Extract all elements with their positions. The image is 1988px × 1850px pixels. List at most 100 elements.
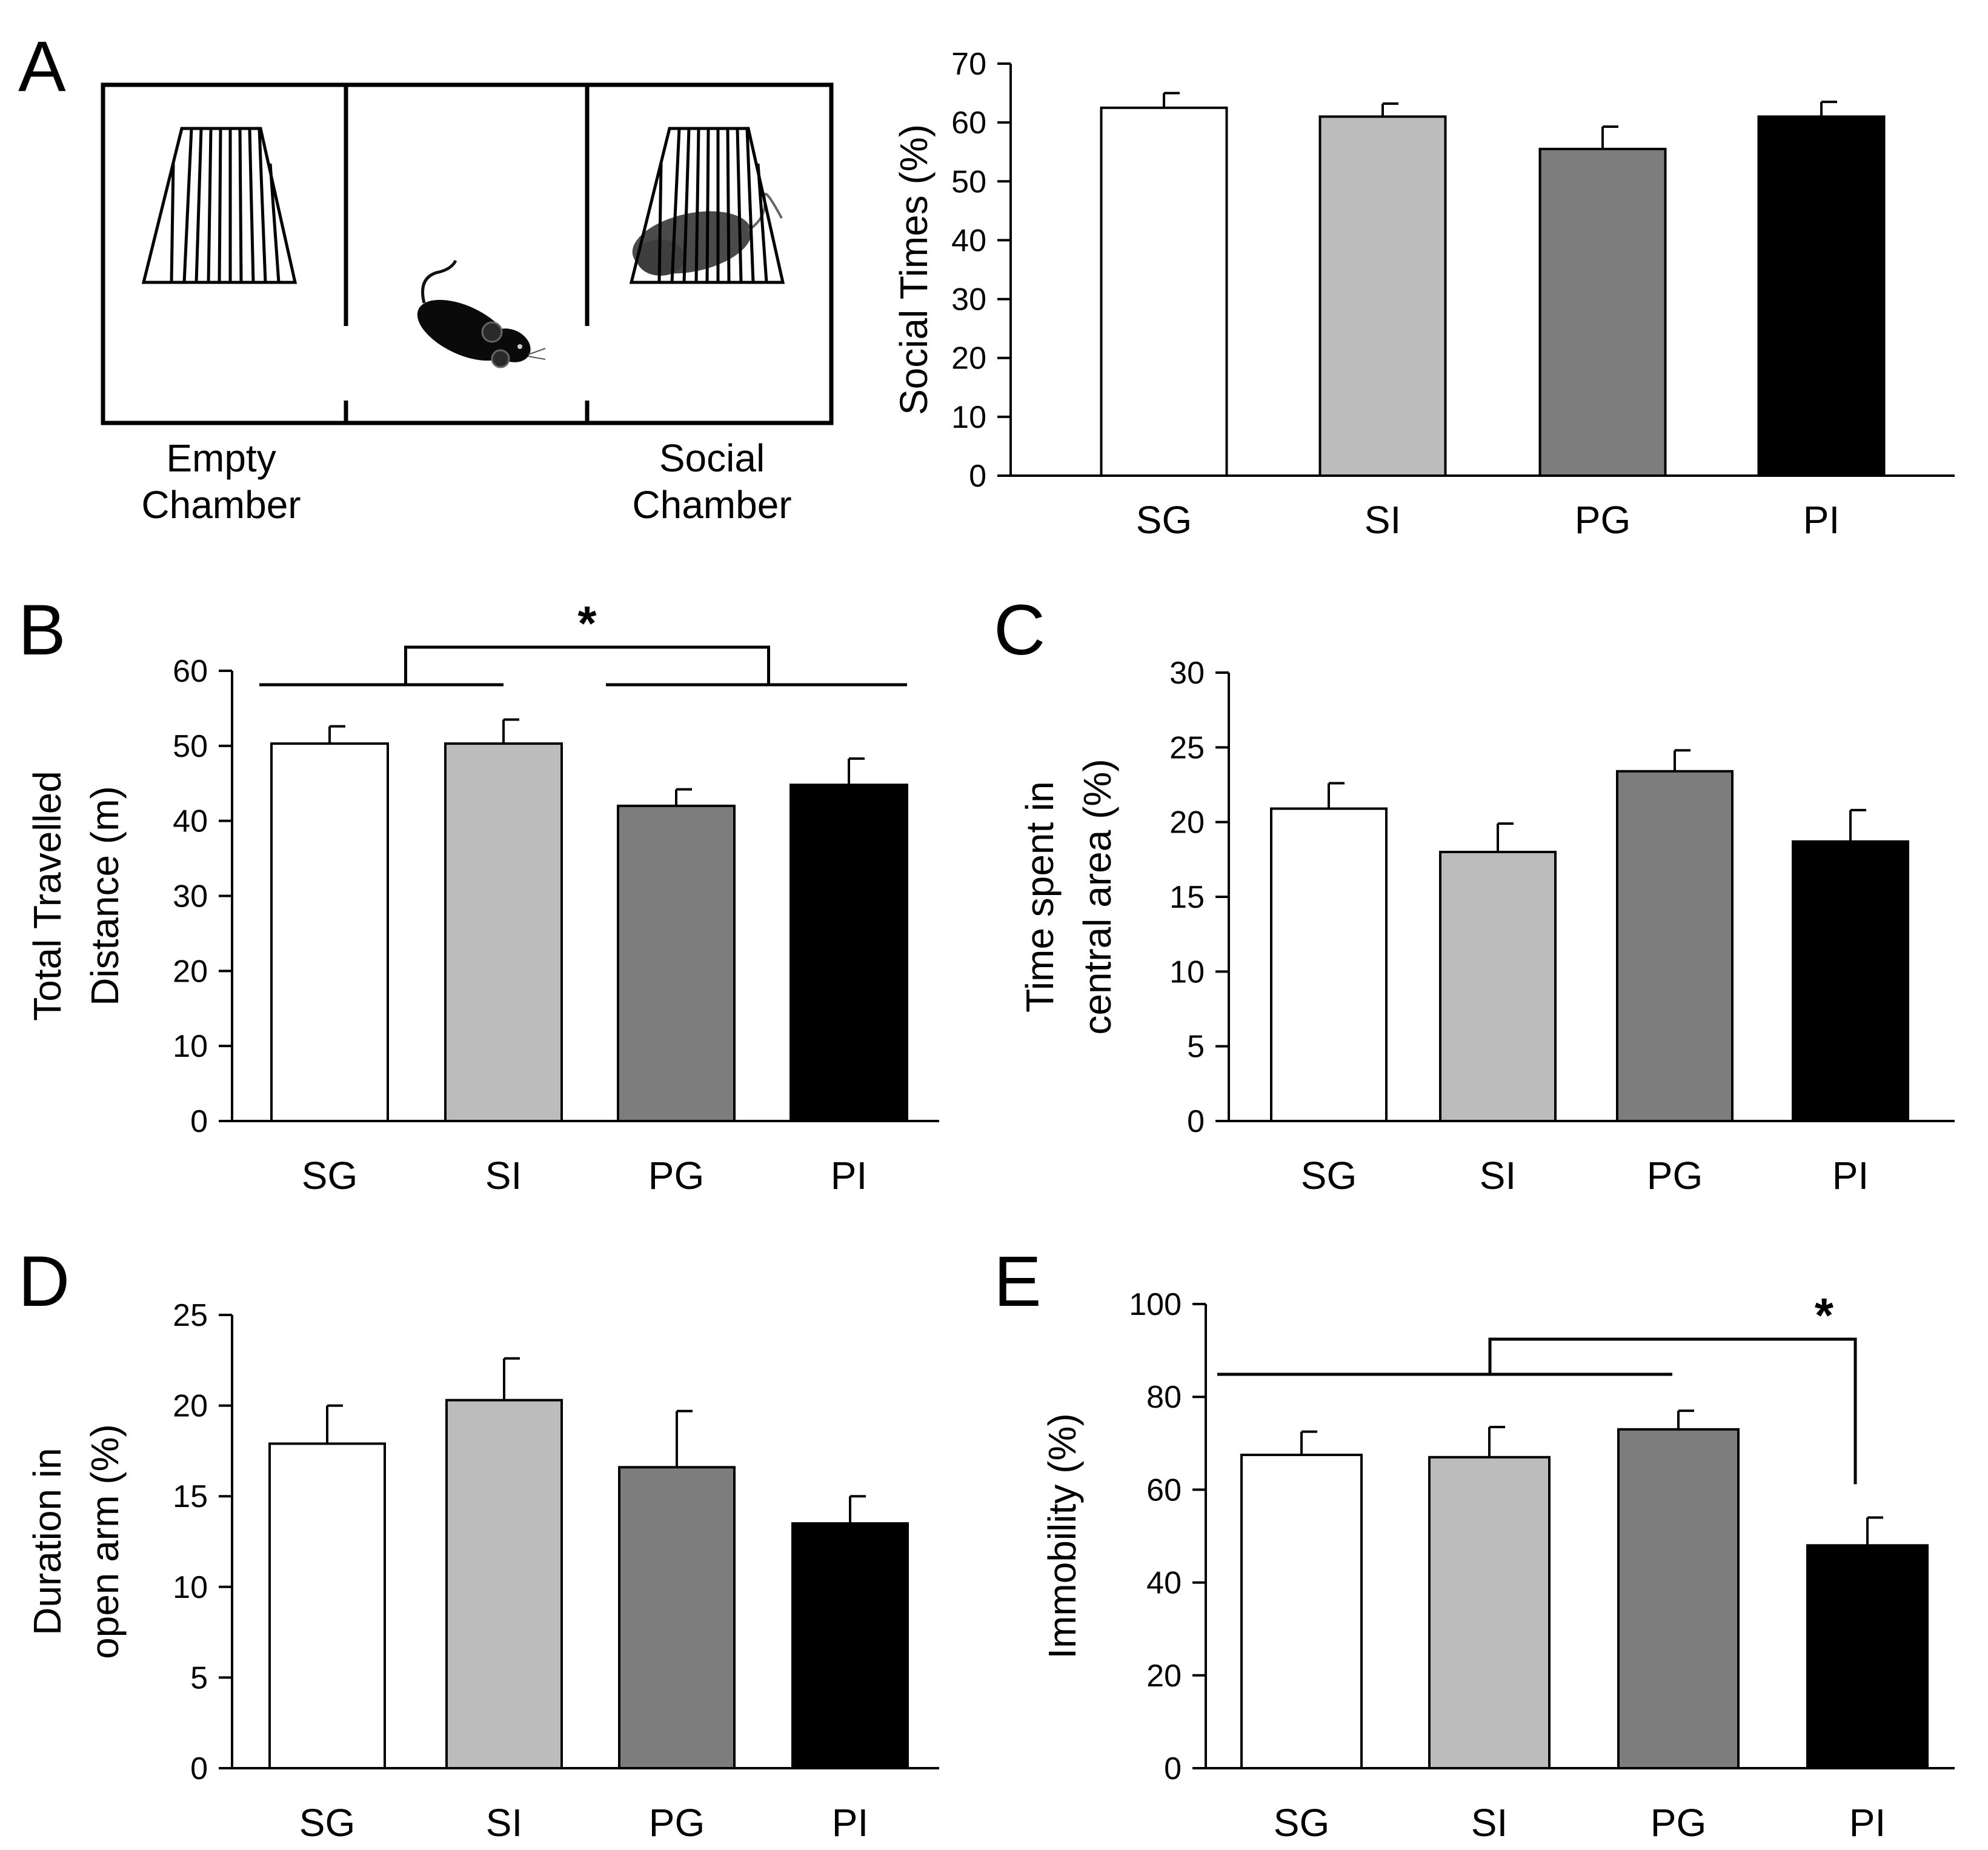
category-label-pi: PI [831, 1154, 867, 1197]
panel-a-diagram: A [18, 27, 834, 527]
y-tick-label: 25 [1169, 730, 1205, 765]
category-label-sg: SG [1301, 1154, 1357, 1197]
sig-bracket [1488, 1337, 1857, 1485]
category-label-pg: PG [1647, 1154, 1703, 1197]
y-tick-label: 40 [951, 223, 986, 258]
y-tick-label: 0 [190, 1104, 208, 1139]
y-axis-label: Immobility (%) [1040, 1413, 1084, 1659]
social-chamber-label-line1: Social [659, 436, 765, 480]
y-tick-label: 60 [1146, 1472, 1182, 1508]
panel-letter-c: C [994, 590, 1045, 670]
bar-pi [1757, 115, 1886, 477]
category-label-pi: PI [1849, 1801, 1886, 1845]
y-axis-label: Total Travelled [25, 771, 69, 1021]
bar-pg [1616, 770, 1734, 1123]
category-label-pg: PG [1651, 1801, 1706, 1845]
bar-si [1318, 115, 1447, 477]
category-label-si: SI [1365, 498, 1401, 542]
bar-pg [1538, 147, 1667, 477]
y-tick-label: 15 [1169, 880, 1205, 915]
bar-sg [1100, 106, 1228, 477]
y-tick-label: 15 [173, 1479, 208, 1514]
chart-a-social-times: 0 10 20 30 40 50 60 70 Social Times (%) SG SI PG PI [892, 47, 1955, 542]
y-tick-label: 40 [173, 804, 208, 839]
y-axis-label: Time spent in [1018, 781, 1062, 1013]
y-tick-label: 100 [1129, 1287, 1182, 1322]
category-label-si: SI [486, 1801, 522, 1845]
panel-letter-e: E [994, 1242, 1042, 1322]
bar-pg [1617, 1428, 1740, 1770]
sig-bracket [404, 645, 770, 685]
bar-pi [1806, 1544, 1929, 1770]
y-tick-label: 50 [173, 729, 208, 764]
y-tick-label: 5 [190, 1660, 208, 1695]
sig-star: * [1815, 1288, 1834, 1342]
bar-sg [1270, 807, 1388, 1122]
bar-pi [1792, 840, 1909, 1122]
category-label-pi: PI [1803, 498, 1840, 542]
y-tick-label: 40 [1146, 1566, 1182, 1601]
chart-e-immobility: E 0 20 40 60 80 100 Immobility (%) SG SI PG PI * [994, 1242, 1955, 1845]
y-tick-label: 80 [1146, 1380, 1182, 1415]
y-tick-label: 20 [173, 1389, 208, 1424]
empty-cage-icon [141, 127, 298, 284]
category-label-pi: PI [832, 1801, 868, 1845]
y-tick-label: 30 [951, 282, 986, 318]
bar-sg [268, 1442, 386, 1769]
category-label-si: SI [485, 1154, 522, 1197]
y-tick-label: 0 [969, 459, 986, 494]
y-tick-label: 0 [1187, 1104, 1205, 1139]
bar-pg [618, 1466, 736, 1769]
y-tick-label: 20 [173, 954, 208, 989]
category-label-sg: SG [1274, 1801, 1329, 1845]
category-label-sg: SG [1136, 498, 1192, 542]
y-tick-label: 10 [1169, 954, 1205, 990]
chamber-outline [101, 82, 834, 425]
social-chamber-label-line2: Chamber [632, 483, 791, 527]
y-tick-label: 30 [1169, 656, 1205, 691]
category-label-pi: PI [1832, 1154, 1869, 1197]
sig-star: * [577, 596, 597, 650]
y-tick-label: 20 [1169, 805, 1205, 840]
chamber-box [101, 82, 834, 425]
y-axis-label: central area (%) [1075, 759, 1119, 1034]
category-label-pg: PG [1575, 498, 1631, 542]
bar-si [445, 1399, 563, 1769]
bar-si [1439, 851, 1557, 1122]
y-tick-label: 10 [951, 400, 986, 435]
category-label-pg: PG [649, 1801, 705, 1845]
bar-sg [270, 742, 389, 1122]
y-tick-label: 10 [173, 1029, 208, 1064]
bar-si [1428, 1456, 1551, 1769]
category-label-si: SI [1480, 1154, 1516, 1197]
y-tick-label: 20 [1146, 1659, 1182, 1694]
category-label-si: SI [1471, 1801, 1508, 1845]
y-tick-label: 5 [1187, 1030, 1205, 1065]
y-tick-label: 20 [951, 341, 986, 376]
bar-pg [617, 804, 736, 1122]
category-label-sg: SG [299, 1801, 355, 1845]
y-tick-label: 30 [173, 879, 208, 914]
panel-letter-d: D [18, 1242, 70, 1322]
y-axis-label: Distance (m) [83, 786, 127, 1006]
test-mouse-icon [417, 259, 546, 368]
category-label-pg: PG [648, 1154, 704, 1197]
empty-chamber-label-line2: Chamber [141, 483, 301, 527]
y-axis-label: Duration in [25, 1448, 69, 1635]
panel-letter-b: B [18, 590, 66, 670]
empty-chamber-label-line1: Empty [166, 436, 276, 480]
y-axis-label: Social Times (%) [892, 124, 936, 415]
caged-stranger-mouse-icon [629, 127, 785, 284]
bar-pi [790, 784, 908, 1122]
y-tick-label: 25 [173, 1298, 208, 1333]
bar-si [444, 742, 563, 1122]
chart-b-travelled-distance: B 0 10 20 30 40 50 60 Total Travelled Distance (m… [18, 590, 939, 1197]
y-tick-label: 10 [173, 1570, 208, 1605]
category-label-sg: SG [302, 1154, 357, 1197]
y-tick-label: 60 [173, 654, 208, 689]
y-tick-label: 0 [1164, 1751, 1182, 1786]
y-tick-label: 50 [951, 164, 986, 199]
chart-c-central-area: C 0 5 10 15 20 25 30 Time spent in central area (… [994, 590, 1955, 1197]
panel-letter-a: A [18, 27, 66, 107]
